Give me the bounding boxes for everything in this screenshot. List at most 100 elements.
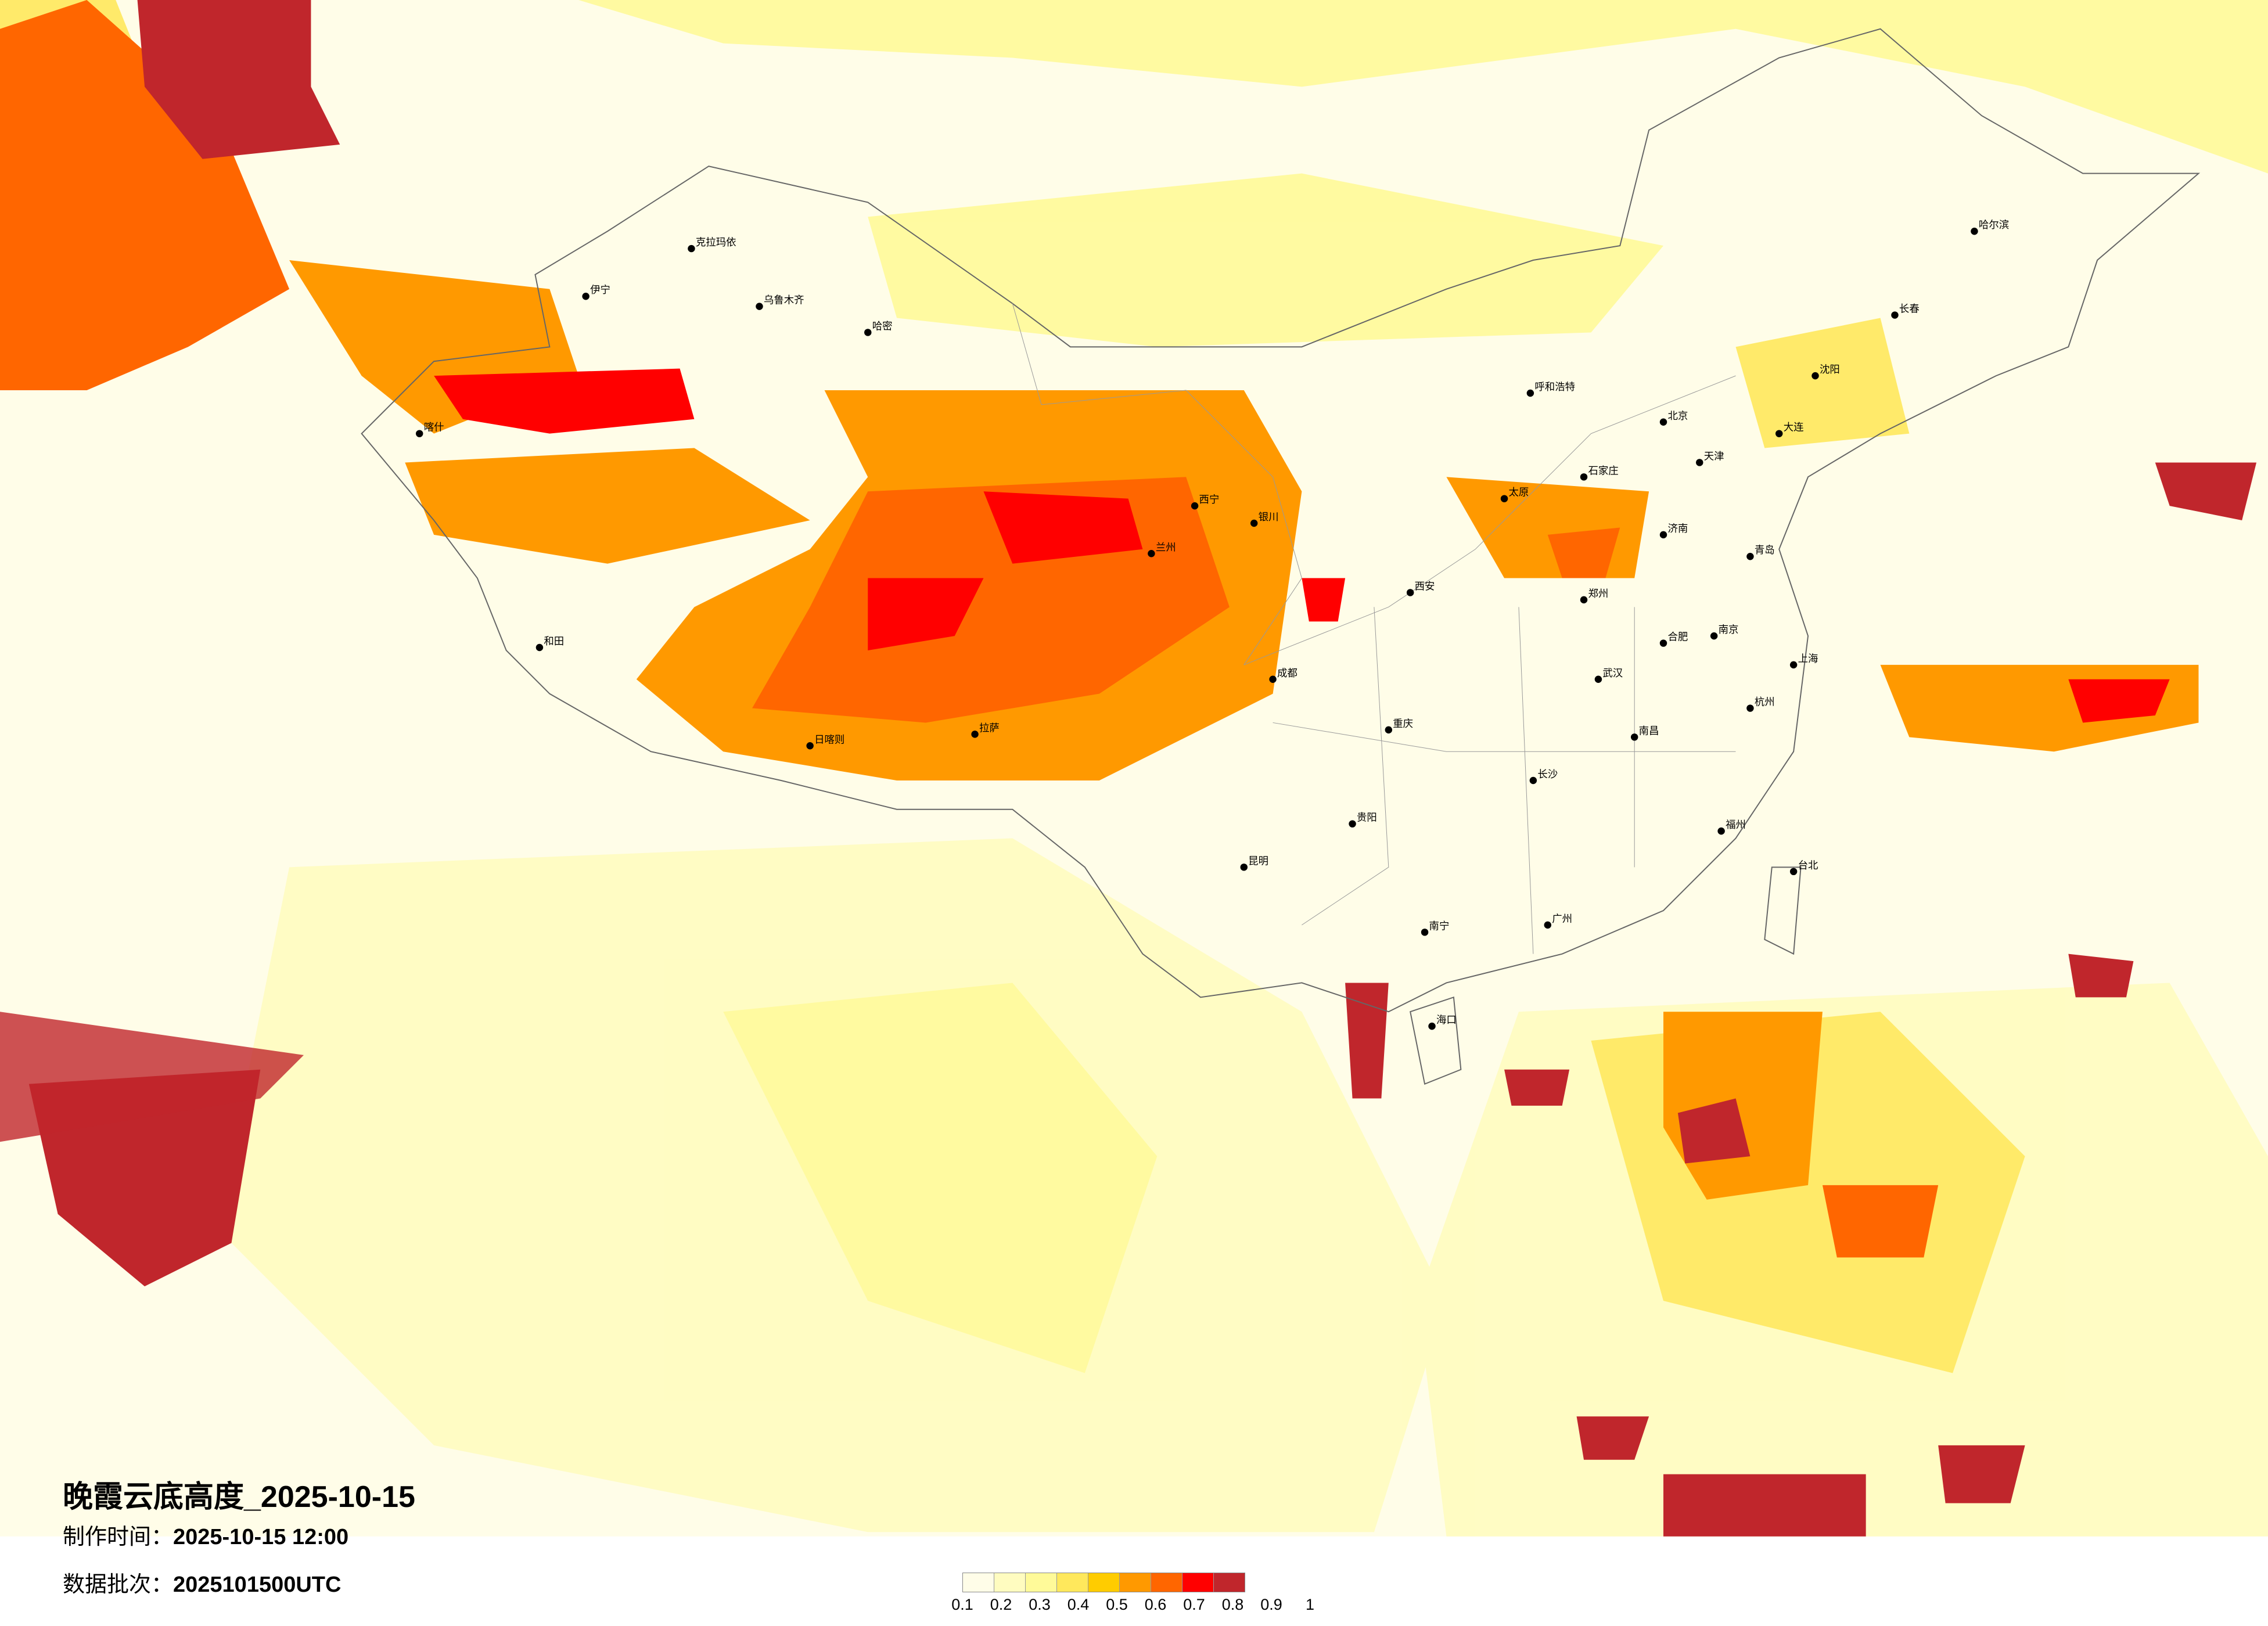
color-legend xyxy=(962,1573,1245,1592)
country-border xyxy=(361,28,2201,1085)
legend-tick: 0.6 xyxy=(1144,1596,1167,1613)
city-label: 台北 xyxy=(1798,860,1818,872)
city-label: 沈阳 xyxy=(1820,364,1840,376)
city-dot xyxy=(1775,430,1783,437)
city-dot xyxy=(1717,827,1725,835)
city-dot xyxy=(1971,228,1978,235)
city-dot xyxy=(1529,776,1537,785)
legend-swatch xyxy=(1151,1573,1182,1592)
legend-ticks: 0.1 0.2 0.3 0.4 0.5 0.6 0.7 0.8 0.9 1 xyxy=(951,1596,1327,1619)
city-dot xyxy=(1544,921,1551,929)
city-label: 海口 xyxy=(1436,1015,1457,1026)
city-label: 重庆 xyxy=(1393,718,1413,730)
city-dot xyxy=(1580,473,1588,481)
city-label: 昆明 xyxy=(1248,855,1268,867)
city-label: 呼和浩特 xyxy=(1534,382,1575,393)
city-dot xyxy=(1891,311,1899,319)
city-label: 兰州 xyxy=(1156,542,1176,553)
city-label: 西安 xyxy=(1415,581,1435,592)
city-label: 太原 xyxy=(1509,487,1529,499)
city-label: 和田 xyxy=(544,636,564,647)
legend-tick: 0.3 xyxy=(1029,1596,1051,1613)
city-label: 石家庄 xyxy=(1588,465,1618,477)
legend-tick: 0.7 xyxy=(1183,1596,1205,1613)
city-dot xyxy=(1148,550,1155,557)
city-label: 伊宁 xyxy=(590,285,610,296)
legend-swatch xyxy=(1088,1573,1120,1592)
city-label: 杭州 xyxy=(1755,697,1775,708)
city-dot xyxy=(582,293,590,300)
city-label: 福州 xyxy=(1726,819,1746,831)
city-label: 青岛 xyxy=(1755,545,1775,556)
city-label: 哈尔滨 xyxy=(1979,220,2009,231)
city-label: 日喀则 xyxy=(814,734,844,746)
city-dot xyxy=(971,731,979,738)
city-label: 长沙 xyxy=(1537,769,1558,780)
city-dot xyxy=(688,244,695,253)
data-batch: 数据批次：2025101500UTC xyxy=(63,1573,342,1597)
legend-swatch xyxy=(1026,1573,1057,1592)
legend-swatch xyxy=(1182,1573,1214,1592)
legend-tick: 1 xyxy=(1305,1596,1315,1613)
city-label: 乌鲁木齐 xyxy=(764,295,804,307)
city-label: 喀什 xyxy=(424,422,444,434)
city-dot xyxy=(1630,733,1638,741)
city-dot xyxy=(1406,589,1414,596)
city-label: 银川 xyxy=(1259,512,1279,523)
legend-tick: 0.2 xyxy=(990,1596,1012,1613)
city-dot xyxy=(864,329,872,336)
city-label: 合肥 xyxy=(1667,632,1688,643)
city-dot xyxy=(1191,502,1199,510)
city-dot xyxy=(1421,929,1429,936)
city-dot xyxy=(1746,553,1754,560)
city-dot xyxy=(1811,372,1819,380)
city-dot xyxy=(1594,675,1602,683)
city-label: 郑州 xyxy=(1588,588,1608,600)
city-dot xyxy=(1240,864,1248,871)
legend-tick: 0.8 xyxy=(1221,1596,1244,1613)
city-label: 拉萨 xyxy=(979,722,1000,734)
city-label: 大连 xyxy=(1784,422,1804,434)
legend-swatch xyxy=(994,1573,1026,1592)
city-label: 广州 xyxy=(1552,913,1572,925)
city-dot xyxy=(1269,675,1277,683)
city-dot xyxy=(1526,389,1534,397)
city-label: 南京 xyxy=(1719,624,1739,636)
city-label: 哈密 xyxy=(872,321,893,332)
city-dot xyxy=(1710,632,1718,640)
legend-tick: 0.5 xyxy=(1106,1596,1128,1613)
high-probability-areas xyxy=(0,0,2257,1537)
city-dot xyxy=(1789,661,1798,669)
city-label: 克拉玛依 xyxy=(696,237,736,249)
city-dot xyxy=(1428,1022,1436,1030)
city-label: 天津 xyxy=(1704,451,1724,462)
city-dot xyxy=(535,643,544,652)
city-label: 南昌 xyxy=(1639,725,1659,737)
city-dot xyxy=(756,303,763,310)
city-dot xyxy=(1696,459,1703,466)
province-borders xyxy=(1012,303,1736,954)
city-dot xyxy=(1580,596,1588,604)
legend-tick: 0.9 xyxy=(1260,1596,1282,1613)
city-dot xyxy=(1385,726,1393,734)
legend-swatch xyxy=(1120,1573,1151,1592)
legend-tick: 0.4 xyxy=(1067,1596,1090,1613)
city-label: 武汉 xyxy=(1602,668,1623,679)
city-dot xyxy=(1659,639,1667,647)
city-label: 南宁 xyxy=(1429,920,1450,932)
legend-swatch xyxy=(1057,1573,1088,1592)
made-time: 制作时间：2025-10-15 12:00 xyxy=(63,1525,349,1549)
city-dot xyxy=(1250,519,1258,527)
city-dot xyxy=(1349,820,1356,828)
legend-tick: 0.1 xyxy=(951,1596,973,1613)
legend-swatch xyxy=(1214,1573,1245,1592)
city-dot xyxy=(806,742,814,750)
city-dot xyxy=(1659,418,1667,426)
city-label: 长春 xyxy=(1899,304,1920,315)
city-dot xyxy=(1746,704,1754,712)
legend-swatch xyxy=(963,1573,994,1592)
city-dot xyxy=(1500,495,1508,502)
